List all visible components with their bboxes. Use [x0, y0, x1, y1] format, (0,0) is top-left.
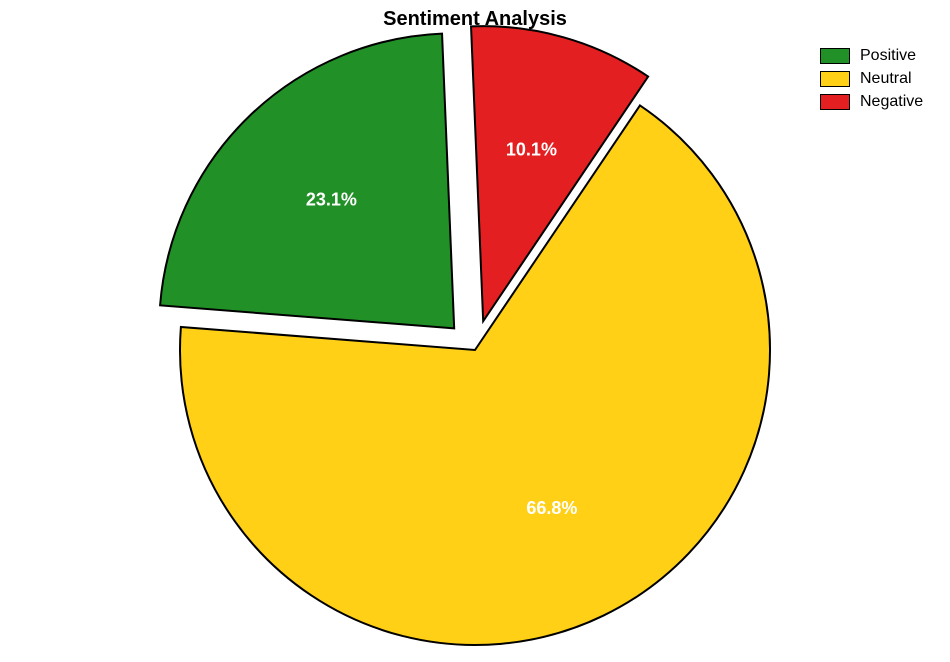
legend-item-neutral: Neutral — [820, 70, 923, 88]
pie-chart-svg: 66.8% 23.1% 10.1% — [0, 0, 950, 662]
legend-label-positive: Positive — [860, 47, 916, 65]
legend-swatch-positive — [820, 48, 850, 64]
legend-swatch-negative — [820, 94, 850, 110]
legend: Positive Neutral Negative — [820, 47, 923, 116]
slice-label-positive: 23.1% — [306, 190, 357, 210]
legend-item-positive: Positive — [820, 47, 923, 65]
legend-label-negative: Negative — [860, 93, 923, 111]
legend-swatch-neutral — [820, 71, 850, 87]
legend-item-negative: Negative — [820, 93, 923, 111]
slice-positive — [160, 34, 454, 329]
chart-container: Sentiment Analysis 66.8%23.1%10.1% Posit… — [0, 0, 950, 662]
legend-label-neutral: Neutral — [860, 70, 912, 88]
slice-label-neutral: 66.8% — [526, 498, 577, 518]
slice-label-negative: 10.1% — [506, 140, 557, 160]
